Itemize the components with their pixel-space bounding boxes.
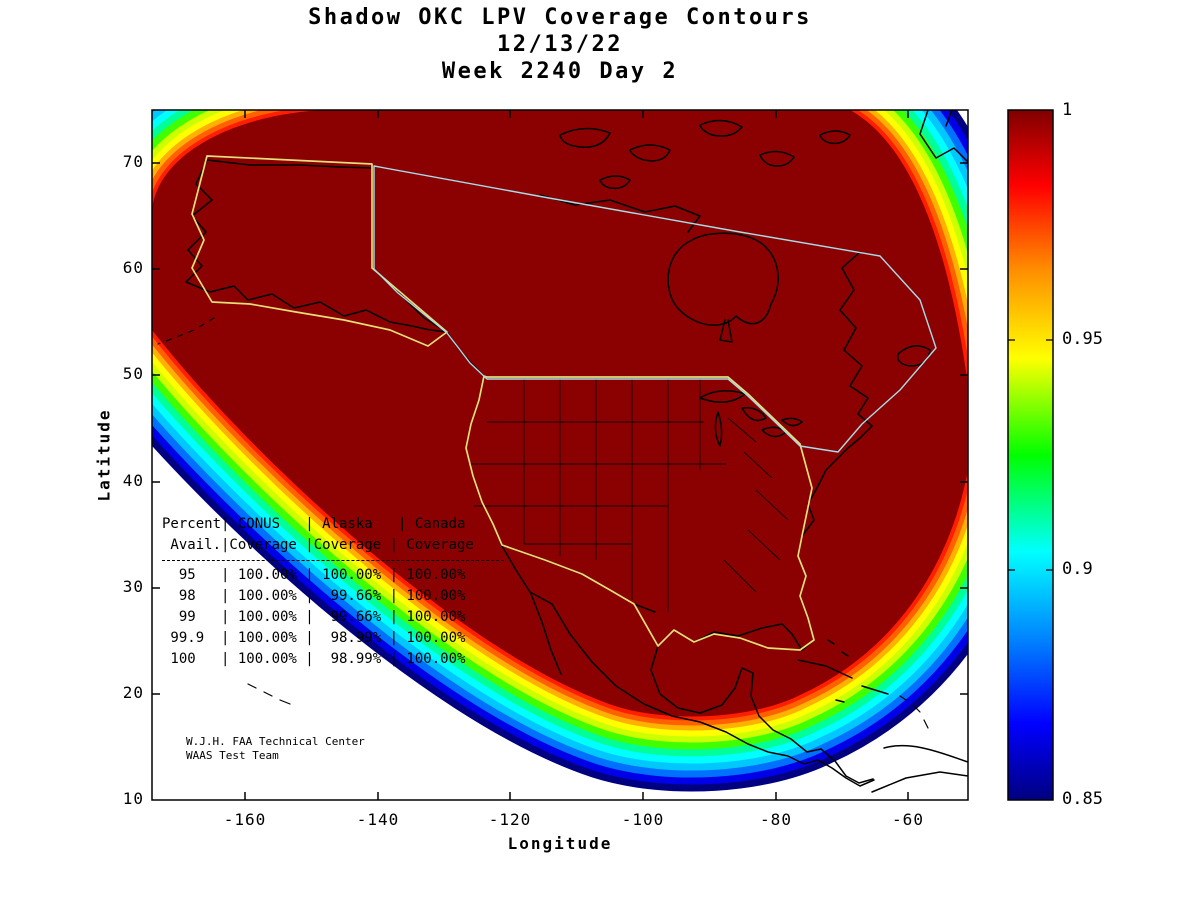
table-header-row: Avail.|Coverage |Coverage | Coverage bbox=[162, 537, 474, 553]
x-tick-label: -140 bbox=[356, 810, 400, 829]
table-row: 99 | 100.00% | 99.66% | 100.00% bbox=[162, 609, 466, 625]
credit-line-2: WAAS Test Team bbox=[186, 749, 279, 762]
colorbar-tick-label: 1 bbox=[1062, 100, 1073, 120]
conus-boundary bbox=[465, 375, 815, 651]
table-row: 95 | 100.00% | 100.00% | 100.00% bbox=[162, 567, 466, 583]
table-divider bbox=[162, 560, 504, 561]
title-line-1: Shadow OKC LPV Coverage Contours bbox=[308, 5, 812, 30]
x-tick-label: -100 bbox=[621, 810, 665, 829]
colorbar-tick-label: 0.85 bbox=[1062, 789, 1103, 809]
y-tick-label: 50 bbox=[122, 364, 144, 383]
y-tick-label: 20 bbox=[122, 683, 144, 702]
x-tick-label: -160 bbox=[223, 810, 267, 829]
colorbar bbox=[1007, 109, 1054, 801]
table-header-row: Percent| CONUS | Alaska | Canada bbox=[162, 516, 466, 532]
y-tick-label: 60 bbox=[122, 258, 144, 277]
y-tick-label: 30 bbox=[122, 577, 144, 596]
axis-frame bbox=[151, 109, 969, 801]
y-tick-label: 40 bbox=[122, 471, 144, 490]
y-axis-label: Latitude bbox=[94, 408, 114, 502]
figure-title: Shadow OKC LPV Coverage Contours 12/13/2… bbox=[0, 4, 1120, 85]
table-row: 99.9 | 100.00% | 98.99% | 100.00% bbox=[162, 630, 466, 646]
colorbar-tick-marks bbox=[1008, 339, 1053, 571]
x-tick-label: -60 bbox=[892, 810, 924, 829]
credit-text: W.J.H. FAA Technical Center WAAS Test Te… bbox=[186, 735, 365, 763]
canada-boundary bbox=[373, 165, 937, 453]
axis-tick-marks bbox=[152, 110, 968, 800]
y-tick-label: 10 bbox=[122, 789, 144, 808]
state-borders bbox=[471, 378, 789, 612]
x-axis-label: Longitude bbox=[507, 834, 613, 853]
table-row: 98 | 100.00% | 99.66% | 100.00% bbox=[162, 588, 466, 604]
colorbar-tick-label: 0.9 bbox=[1062, 559, 1093, 579]
colorbar-tick-label: 0.95 bbox=[1062, 329, 1103, 349]
table-row: 100 | 100.00% | 98.99% | 100.00% bbox=[162, 651, 466, 667]
coverage-table: Percent| CONUS | Alaska | Canada Avail.|… bbox=[162, 514, 504, 670]
title-week-day: Week 2240 Day 2 bbox=[441, 59, 679, 84]
credit-line-1: W.J.H. FAA Technical Center bbox=[186, 735, 365, 748]
y-tick-label: 70 bbox=[122, 152, 144, 171]
x-tick-label: -80 bbox=[760, 810, 792, 829]
title-date: 12/13/22 bbox=[497, 32, 623, 57]
x-tick-label: -120 bbox=[488, 810, 532, 829]
